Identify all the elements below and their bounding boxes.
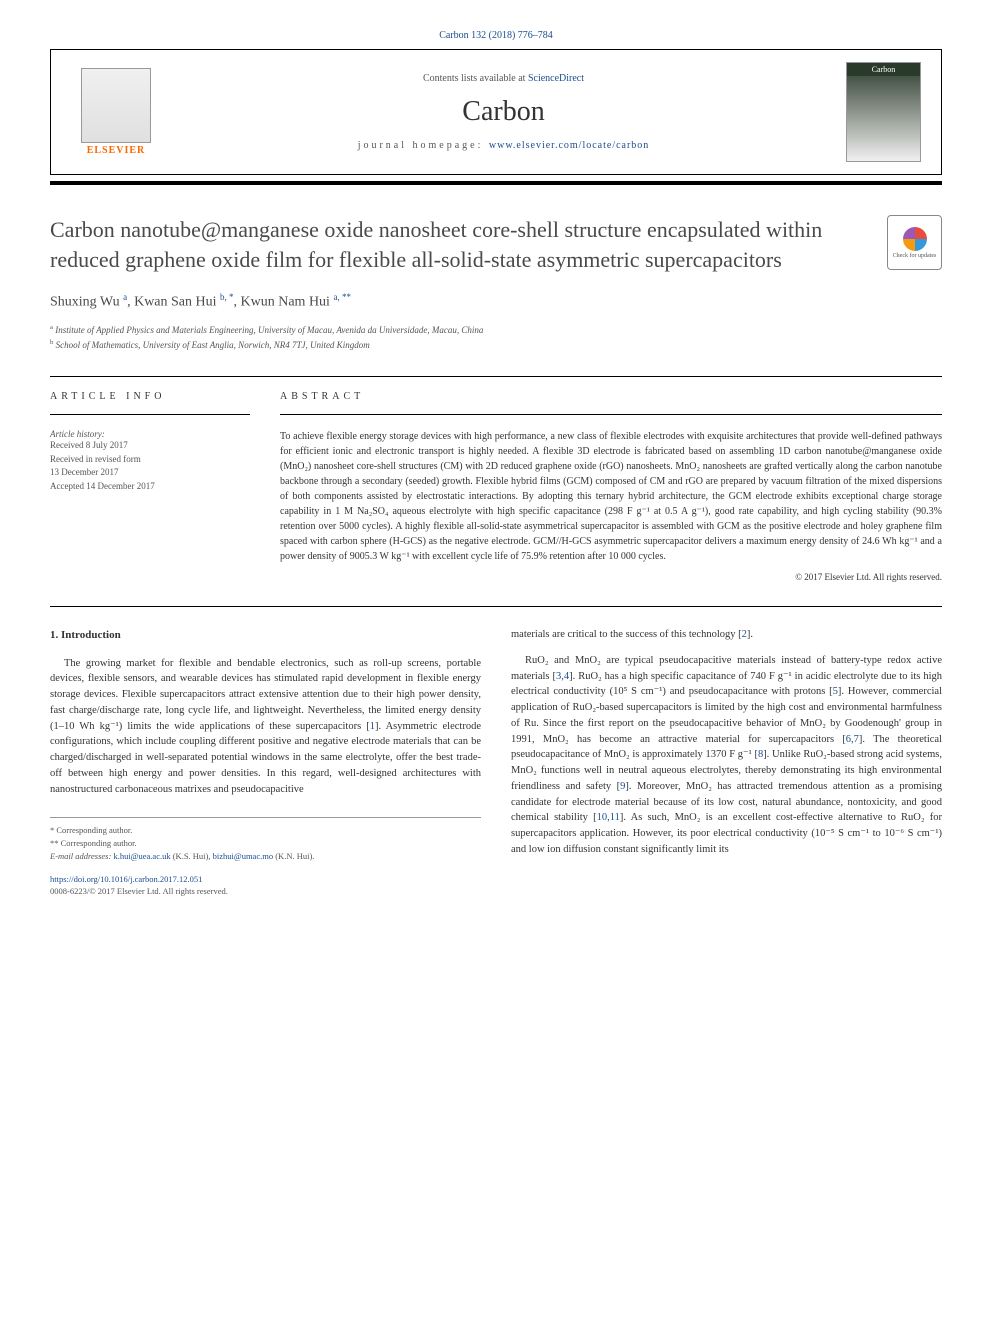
- homepage-link[interactable]: www.elsevier.com/locate/carbon: [489, 140, 649, 151]
- check-updates-badge[interactable]: Check for updates: [887, 215, 942, 270]
- abstract-heading: ABSTRACT: [280, 391, 942, 402]
- ref-link[interactable]: 2: [742, 629, 747, 640]
- article-title: Carbon nanotube@manganese oxide nanoshee…: [50, 215, 867, 274]
- body-divider: [50, 606, 942, 607]
- corr-author-1: * Corresponding author.: [50, 824, 481, 837]
- ref-link[interactable]: 9: [620, 781, 625, 792]
- citation-header: Carbon 132 (2018) 776–784: [50, 30, 942, 41]
- history-label: Article history:: [50, 429, 250, 439]
- email-name-2: (K.N. Hui).: [275, 851, 314, 861]
- affiliations: a Institute of Applied Physics and Mater…: [50, 323, 942, 352]
- journal-header: ELSEVIER Contents lists available at Sci…: [50, 49, 942, 175]
- abstract-copyright: © 2017 Elsevier Ltd. All rights reserved…: [280, 572, 942, 582]
- publisher-name: ELSEVIER: [87, 145, 146, 156]
- article-info-heading: ARTICLE INFO: [50, 391, 250, 402]
- affiliation: b School of Mathematics, University of E…: [50, 338, 942, 353]
- info-abstract-row: ARTICLE INFO Article history: Received 8…: [50, 391, 942, 582]
- crossmark-icon: [903, 227, 927, 251]
- email-link-2[interactable]: bizhui@umac.mo: [213, 851, 273, 861]
- left-column: 1. Introduction The growing market for f…: [50, 627, 481, 898]
- check-updates-label: Check for updates: [893, 253, 937, 259]
- abstract: ABSTRACT To achieve flexible energy stor…: [280, 391, 942, 582]
- ref-link[interactable]: 10,11: [597, 812, 620, 823]
- intro-heading: 1. Introduction: [50, 627, 481, 644]
- publisher-logo: ELSEVIER: [71, 62, 161, 162]
- abstract-text: To achieve flexible energy storage devic…: [280, 429, 942, 564]
- ref-link[interactable]: 5: [833, 686, 838, 697]
- homepage-line: journal homepage: www.elsevier.com/locat…: [161, 140, 846, 151]
- ref-link[interactable]: 8: [758, 749, 763, 760]
- authors: Shuxing Wu a, Kwan San Hui b, *, Kwun Na…: [50, 292, 942, 311]
- article-info: ARTICLE INFO Article history: Received 8…: [50, 391, 250, 582]
- divider: [280, 414, 942, 415]
- doi-link[interactable]: https://doi.org/10.1016/j.carbon.2017.12…: [50, 874, 202, 884]
- ref-link[interactable]: 6,7: [846, 734, 859, 745]
- journal-cover-thumb: Carbon: [846, 62, 921, 162]
- history-item: Accepted 14 December 2017: [50, 480, 250, 494]
- journal-name: Carbon: [161, 96, 846, 128]
- ref-link[interactable]: 3,4: [556, 671, 569, 682]
- email-name-1: (K.S. Hui),: [173, 851, 213, 861]
- homepage-prefix: journal homepage:: [358, 140, 489, 151]
- ref-link[interactable]: 1: [370, 721, 375, 732]
- contents-prefix: Contents lists available at: [423, 73, 528, 84]
- intro-para-2a: materials are critical to the success of…: [511, 627, 942, 643]
- sciencedirect-link[interactable]: ScienceDirect: [528, 73, 584, 84]
- doi-line: https://doi.org/10.1016/j.carbon.2017.12…: [50, 873, 481, 886]
- cover-thumb-title: Carbon: [847, 63, 920, 76]
- header-underline: [50, 181, 942, 185]
- title-row: Carbon nanotube@manganese oxide nanoshee…: [50, 215, 942, 292]
- body-columns: 1. Introduction The growing market for f…: [50, 627, 942, 898]
- issn-line: 0008-6223/© 2017 Elsevier Ltd. All right…: [50, 885, 481, 898]
- email-line: E-mail addresses: k.hui@uea.ac.uk (K.S. …: [50, 850, 481, 863]
- history-item: 13 December 2017: [50, 466, 250, 480]
- intro-para-2b: RuO₂ and MnO₂ are typical pseudocapaciti…: [511, 653, 942, 858]
- email-link-1[interactable]: k.hui@uea.ac.uk: [113, 851, 170, 861]
- header-center: Contents lists available at ScienceDirec…: [161, 73, 846, 151]
- affiliation: a Institute of Applied Physics and Mater…: [50, 323, 942, 338]
- history-item: Received 8 July 2017: [50, 439, 250, 453]
- corr-author-2: ** Corresponding author.: [50, 837, 481, 850]
- history-item: Received in revised form: [50, 453, 250, 467]
- contents-line: Contents lists available at ScienceDirec…: [161, 73, 846, 84]
- divider: [50, 414, 250, 415]
- footnotes: * Corresponding author. ** Corresponding…: [50, 817, 481, 862]
- email-label: E-mail addresses:: [50, 851, 113, 861]
- right-column: materials are critical to the success of…: [511, 627, 942, 898]
- intro-para-1: The growing market for flexible and bend…: [50, 656, 481, 798]
- divider: [50, 376, 942, 377]
- elsevier-tree-icon: [81, 68, 151, 143]
